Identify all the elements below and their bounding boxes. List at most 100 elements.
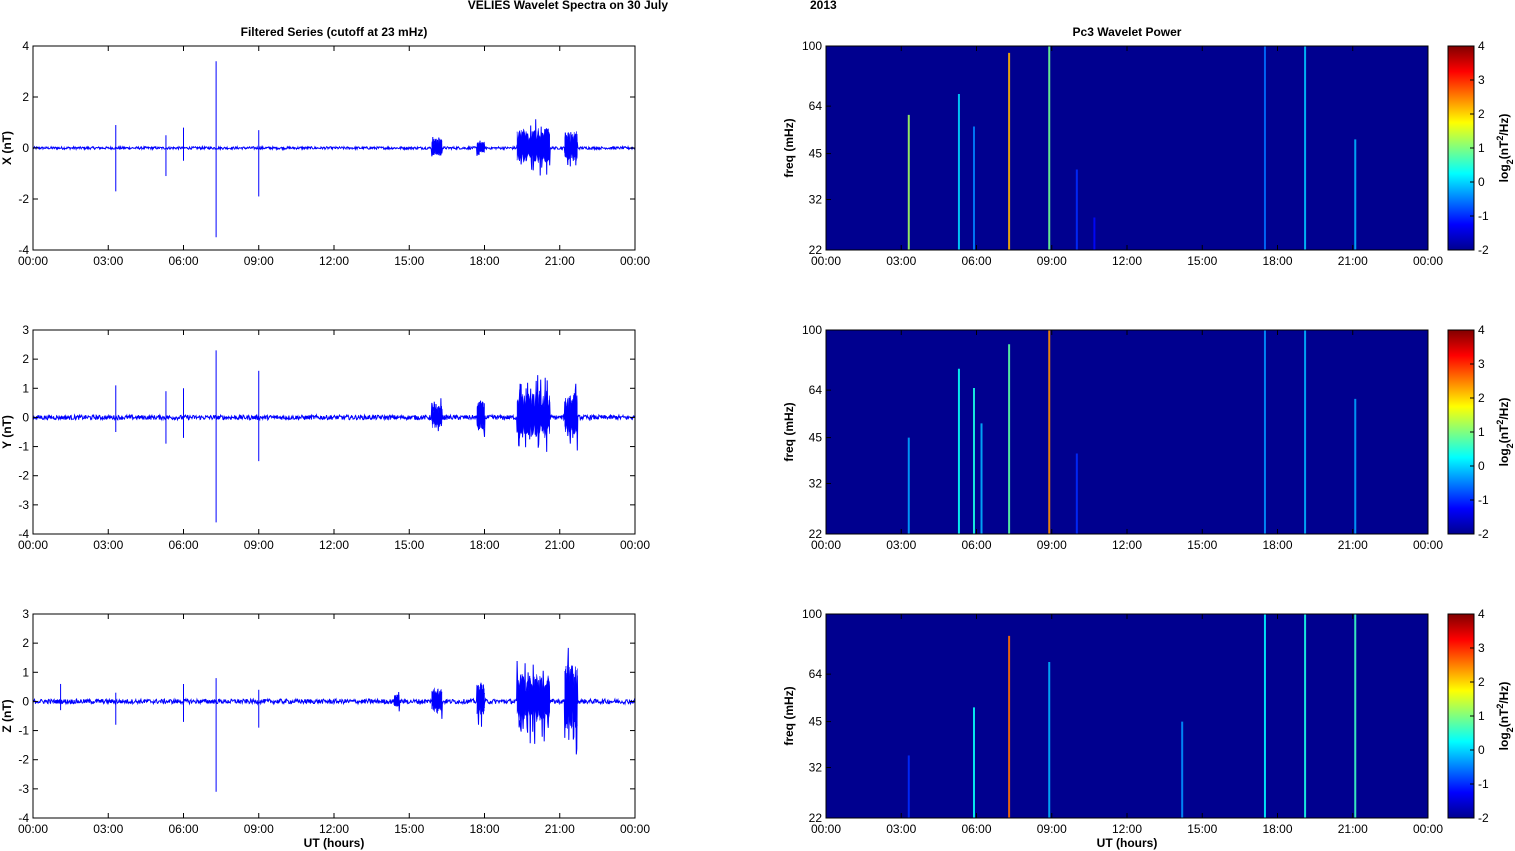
timeseries-x-xtick-label: 09:00	[244, 254, 274, 268]
timeseries-y-ytick-label: -1	[18, 440, 29, 454]
spectrogram-x-colorbar-tick-label: 4	[1478, 39, 1485, 53]
timeseries-y-ylabel: Y (nT)	[0, 415, 14, 449]
timeseries-z-xtick-label: 15:00	[394, 822, 424, 836]
spectrogram-x-ytick-label: 100	[802, 39, 822, 53]
spectrogram-x-colorbar-tick-label: -1	[1478, 209, 1489, 223]
spectrogram-y-ytick-label: 22	[809, 527, 823, 541]
spectrogram-y-colorbar-tick-label: 0	[1478, 459, 1485, 473]
timeseries-y-xtick-label: 00:00	[620, 538, 650, 552]
spectrogram-z-xtick-label: 21:00	[1338, 822, 1368, 836]
spectrogram-z-streaks	[907, 614, 1357, 818]
timeseries-y-xtick-label: 00:00	[18, 538, 48, 552]
timeseries-x-burst	[476, 141, 485, 154]
timeseries-z-xtick-label: 21:00	[545, 822, 575, 836]
timeseries-x-ytick-label: 2	[22, 90, 29, 104]
spectrogram-x-ytick-label: 45	[809, 147, 823, 161]
timeseries-x-burst	[431, 138, 443, 155]
colorbar-z-label: log2(nT2/Hz)	[1495, 682, 1515, 751]
spectrogram-y-ytick-label: 32	[809, 477, 823, 491]
colorbar-y-label: log2(nT2/Hz)	[1495, 398, 1515, 467]
colorbar-z	[1447, 613, 1475, 819]
timeseries-x-xtick-label: 06:00	[168, 254, 198, 268]
timeseries-x-burst	[516, 127, 550, 164]
timeseries-z-xtick-label: 03:00	[93, 822, 123, 836]
spectrogram-x-ytick-label: 64	[809, 99, 823, 113]
spectrogram-y-colorbar-tick-label: -1	[1478, 493, 1489, 507]
timeseries-x-trace	[32, 61, 636, 238]
timeseries-x-ytick-label: -4	[18, 243, 29, 257]
timeseries-z-ytick-label: -2	[18, 753, 29, 767]
spectrogram-x-xtick-label: 15:00	[1187, 254, 1217, 268]
spectrogram-z-ytick-label: 100	[802, 607, 822, 621]
spectrogram-y-background	[826, 330, 1428, 534]
spectrogram-x-xtick-label: 00:00	[811, 254, 841, 268]
spectrogram-y-ytick-label: 45	[809, 431, 823, 445]
timeseries-x-burst	[564, 131, 578, 161]
timeseries-y-burst	[476, 401, 485, 430]
timeseries-z-xtick-label: 18:00	[469, 822, 499, 836]
spectrogram-z-colorbar-tick-label: 4	[1478, 607, 1485, 621]
timeseries-x-xtick-label: 00:00	[18, 254, 48, 268]
timeseries-y-xtick-label: 03:00	[93, 538, 123, 552]
panel-x-title: Filtered Series (cutoff at 23 mHz)	[241, 25, 428, 39]
spectrogram-x-xtick-label: 03:00	[886, 254, 916, 268]
spectrogram-y-xtick-label: 06:00	[961, 538, 991, 552]
spectrogram-y-colorbar-tick-label: -2	[1478, 527, 1489, 541]
timeseries-z-ytick-label: 2	[22, 636, 29, 650]
spectrogram-z-xtick-label: 00:00	[811, 822, 841, 836]
spectrogram-x-xtick-label: 09:00	[1037, 254, 1067, 268]
timeseries-y-xtick-label: 15:00	[394, 538, 424, 552]
spectrogram-z-xtick-label: 00:00	[1413, 822, 1443, 836]
spectrogram-x-streaks	[907, 46, 1357, 250]
spectrogram-z-xtick-label: 09:00	[1037, 822, 1067, 836]
spectrogram-y-xtick-label: 12:00	[1112, 538, 1142, 552]
timeseries-y-ytick-label: -3	[18, 498, 29, 512]
timeseries-z-xtick-label: 06:00	[168, 822, 198, 836]
colorbar-x-ticks: 4 3 2 1 0 -1 -2	[1470, 39, 1489, 257]
timeseries-x-ylabel: X (nT)	[0, 131, 14, 165]
spectrogram-z-colorbar-tick-label: 0	[1478, 743, 1485, 757]
timeseries-z-burst	[564, 665, 578, 729]
spectrogram-y-xtick-label: 00:00	[1413, 538, 1443, 552]
colorbar-z-ticks: 4 3 2 1 0 -1 -2	[1470, 607, 1489, 825]
spectrogram-y-ylabel: freq (mHz)	[782, 402, 796, 461]
spectrogram-z-xtick-label: 06:00	[961, 822, 991, 836]
spectrogram-x-xtick-label: 18:00	[1262, 254, 1292, 268]
timeseries-x-xtick-label: 21:00	[545, 254, 575, 268]
spectrogram-z-ytick-label: 32	[809, 761, 823, 775]
timeseries-x-xtick-label: 15:00	[394, 254, 424, 268]
spectrogram-x-colorbar-tick-label: 0	[1478, 175, 1485, 189]
timeseries-z-xtick-label: 12:00	[319, 822, 349, 836]
timeseries-y-xtick-label: 12:00	[319, 538, 349, 552]
spectrogram-y-xtick-label: 18:00	[1262, 538, 1292, 552]
spectrogram-y-colorbar-tick-label: 1	[1478, 425, 1485, 439]
colorbar-y	[1447, 329, 1475, 535]
spectrogram-y-ytick-label: 100	[802, 323, 822, 337]
timeseries-z-ytick-label: 3	[22, 607, 29, 621]
spectrogram-x-colorbar-tick-label: 1	[1478, 141, 1485, 155]
timeseries-y-xtick-label: 21:00	[545, 538, 575, 552]
timeseries-z-xtick-label: 00:00	[18, 822, 48, 836]
spectrogram-x-colorbar-tick-label: -2	[1478, 243, 1489, 257]
timeseries-z-xtick-label: 00:00	[620, 822, 650, 836]
timeseries-y-burst	[564, 394, 578, 435]
spectrogram-x-ylabel: freq (mHz)	[782, 118, 796, 177]
timeseries-z-signal	[32, 647, 636, 755]
timeseries-y-xtick-label: 06:00	[168, 538, 198, 552]
timeseries-y-ytick-label: -2	[18, 469, 29, 483]
spectrogram-y-colorbar-tick-label: 2	[1478, 391, 1485, 405]
spectrogram-x-xtick-label: 06:00	[961, 254, 991, 268]
timeseries-x-ytick-label: 0	[22, 141, 29, 155]
timeseries-panel-x: 420-2-400:00 03:00 06:00 09:00 12:00 15:00 18:…	[0, 39, 650, 268]
spectrogram-z-xtick-label: 12:00	[1112, 822, 1142, 836]
spectrogram-y-xtick-label: 09:00	[1037, 538, 1067, 552]
spectrogram-x-xtick-label: 00:00	[1413, 254, 1443, 268]
spectrogram-z-colorbar-tick-label: -2	[1478, 811, 1489, 825]
timeseries-y-ytick-label: 1	[22, 381, 29, 395]
